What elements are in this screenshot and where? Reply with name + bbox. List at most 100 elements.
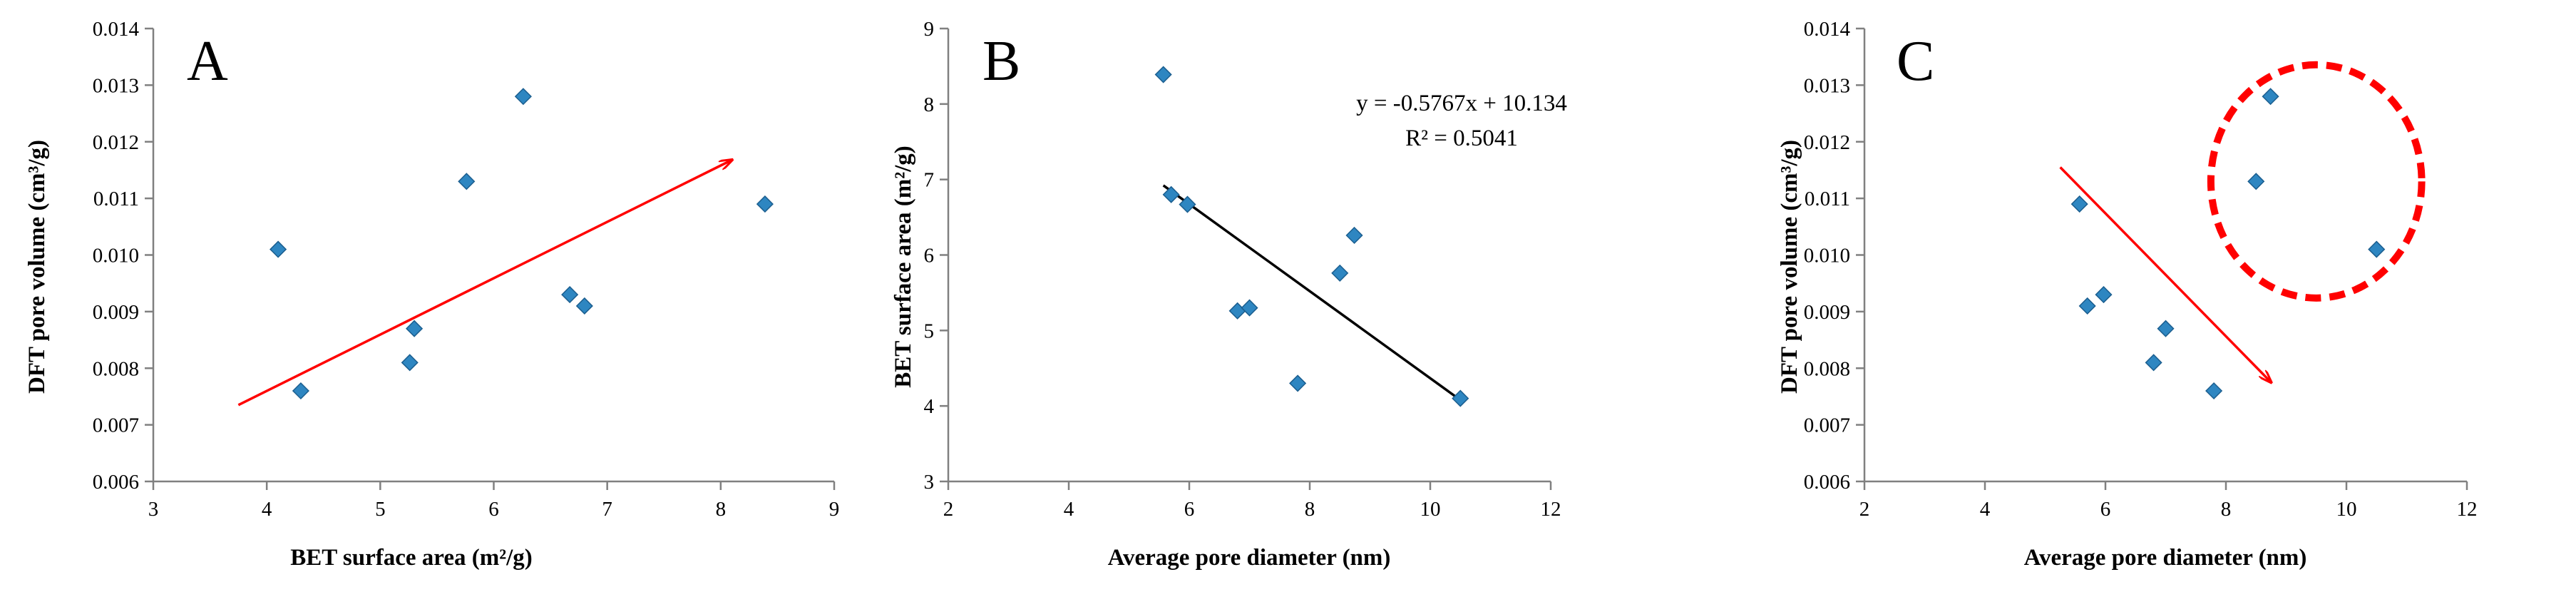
panel-c-x-tick-label: 12 bbox=[2457, 498, 2478, 521]
panel-b-x-tick-label: 6 bbox=[1184, 498, 1195, 521]
panel-a-x-tick-label: 5 bbox=[375, 498, 386, 521]
panel-c-data-point bbox=[2078, 297, 2096, 315]
panel-c-data-point bbox=[2095, 286, 2113, 304]
panel-c-x-tick-label: 6 bbox=[2100, 498, 2111, 521]
panel-a-x-axis-label: BET surface area (m²/g) bbox=[290, 545, 533, 571]
panel-c-x-tick-label: 2 bbox=[1859, 498, 1870, 521]
panel-a-data-point bbox=[270, 240, 287, 258]
panel-b-y-tick-label: 8 bbox=[924, 93, 935, 116]
panel-b-data-point bbox=[1345, 226, 1363, 245]
panel-a-y-axis-label: DFT pore volume (cm³/g) bbox=[24, 140, 50, 394]
panel-b-y-ticks: 3 4 5 6 7 8 9 bbox=[924, 18, 948, 494]
panel-b-x-tick-label: 4 bbox=[1064, 498, 1074, 521]
panel-a-data-point bbox=[575, 297, 593, 315]
panel-c-y-tick-label: 0.009 bbox=[1804, 301, 1850, 324]
panel-c-y-tick-label: 0.011 bbox=[1805, 188, 1850, 210]
trendline-equation: y = -0.5767x + 10.134 bbox=[1356, 91, 1567, 116]
panel-b-data-point bbox=[1228, 302, 1246, 320]
panel-c-x-ticks: 2 4 6 8 10 12 bbox=[1859, 481, 2478, 521]
panel-a-annotations bbox=[237, 160, 732, 407]
panel-a-data-point bbox=[401, 354, 419, 372]
panel-c-data-point bbox=[2205, 382, 2223, 400]
panel-c-y-axis-label: DFT pore volume (cm³/g) bbox=[1777, 140, 1802, 394]
panel-a-y-tick-label: 0.009 bbox=[93, 301, 139, 324]
panel-b-x-tick-label: 10 bbox=[1420, 498, 1441, 521]
panel-a-y-tick-label: 0.008 bbox=[93, 357, 139, 380]
panel-b-data-point bbox=[1241, 299, 1258, 317]
panel-b-points bbox=[1154, 66, 1469, 407]
panel-c-data-point bbox=[2145, 354, 2162, 372]
panel-b-y-tick-label: 3 bbox=[924, 471, 935, 494]
panel-a-x-tick-label: 6 bbox=[488, 498, 499, 521]
panel-b-y-axis-label: BET surface area (m²/g) bbox=[891, 146, 916, 388]
panel-c-y-ticks: 0.006 0.007 0.008 0.009 0.010 0.011 0.012 0.013… bbox=[1804, 18, 1864, 494]
panel-c-trend-arrow bbox=[2059, 166, 2272, 382]
panel-a-x-tick-label: 8 bbox=[716, 498, 727, 521]
panel-b-x-tick-label: 2 bbox=[943, 498, 954, 521]
panel-a-data-point bbox=[756, 195, 774, 213]
panel-c-y-tick-label: 0.010 bbox=[1804, 245, 1850, 267]
panel-a-x-tick-label: 3 bbox=[148, 498, 159, 521]
panel-b-y-tick-label: 5 bbox=[924, 320, 935, 342]
panel-c-x-tick-label: 10 bbox=[2336, 498, 2357, 521]
panel-a-data-point bbox=[561, 286, 579, 304]
panel-c-letter: C bbox=[1897, 30, 1934, 93]
panel-b-y-tick-label: 7 bbox=[924, 169, 935, 192]
panel-c-data-point bbox=[2247, 173, 2265, 190]
panel-a-data-point bbox=[514, 88, 532, 106]
panel-a-y-tick-label: 0.011 bbox=[93, 188, 139, 210]
panel-a-letter: A bbox=[187, 30, 228, 93]
panel-b-trendline bbox=[1162, 184, 1462, 402]
panel-b-y-tick-label: 4 bbox=[924, 395, 935, 418]
panel-b-x-tick-label: 8 bbox=[1305, 498, 1315, 521]
panel-a-trend-arrow bbox=[237, 160, 732, 407]
panel-a-x-tick-label: 9 bbox=[829, 498, 840, 521]
panel-b-data-point bbox=[1162, 185, 1180, 203]
panel-c-y-tick-label: 0.014 bbox=[1804, 18, 1851, 41]
panel-c-annotations bbox=[2059, 61, 2426, 382]
panel-c-x-axis-label: Average pore diameter (nm) bbox=[2024, 545, 2307, 571]
panel-a-y-tick-label: 0.012 bbox=[93, 131, 139, 154]
panel-a-x-tick-label: 7 bbox=[602, 498, 612, 521]
panel-b-y-tick-label: 9 bbox=[924, 18, 935, 41]
panel-c-chart: 2 4 6 8 10 12 0.0060.0070.0080.0090.0100.0110… bbox=[1777, 18, 2478, 571]
panel-b-data-point bbox=[1331, 264, 1349, 282]
panel-c-data-point bbox=[2157, 320, 2175, 337]
panel-a-y-tick-label: 0.010 bbox=[93, 245, 139, 267]
panel-c-outlier-circle bbox=[2207, 61, 2426, 302]
panel-c-y-tick-label: 0.007 bbox=[1804, 414, 1850, 437]
panel-c-x-tick-label: 8 bbox=[2221, 498, 2232, 521]
panel-b-x-tick-label: 12 bbox=[1541, 498, 1561, 521]
panel-c-y-tick-label: 0.012 bbox=[1804, 131, 1850, 154]
panel-b-x-axis-label: Average pore diameter (nm) bbox=[1108, 545, 1391, 571]
panel-a-y-tick-label: 0.014 bbox=[93, 18, 140, 41]
panel-b-y-tick-label: 6 bbox=[924, 245, 935, 267]
panel-a-x-tick-label: 4 bbox=[262, 498, 272, 521]
panel-a-points bbox=[270, 88, 774, 400]
panel-a-y-ticks: 0.006 0.007 0.008 0.009 0.010 0.011 0.012 0.013… bbox=[93, 18, 153, 494]
panel-b-data-point bbox=[1289, 374, 1307, 392]
panel-a-x-ticks: 3 4 5 6 7 8 9 bbox=[148, 481, 840, 521]
panel-a-data-point bbox=[406, 320, 424, 337]
panel-a-y-tick-label: 0.013 bbox=[93, 74, 139, 97]
panel-b-annotations bbox=[1162, 184, 1462, 402]
panel-b-chart: 2 4 6 8 10 12 3 4 5 6 7 8 9 B y = -0.5767x + 10.134… bbox=[891, 18, 1567, 571]
panel-a-y-tick-label: 0.006 bbox=[93, 471, 139, 494]
panel-b-data-point bbox=[1154, 66, 1172, 83]
panel-a-data-point bbox=[292, 382, 309, 400]
panel-a-axis-lines bbox=[152, 29, 834, 483]
panel-a-y-tick-label: 0.007 bbox=[93, 414, 139, 437]
panel-c-y-tick-label: 0.008 bbox=[1804, 357, 1850, 380]
panel-a-axes bbox=[152, 29, 834, 483]
panel-c-data-point bbox=[2070, 195, 2088, 213]
panel-c-data-point bbox=[2368, 240, 2386, 258]
panel-a-data-point bbox=[458, 173, 476, 190]
panel-b-data-point bbox=[1179, 195, 1196, 213]
trendline-r-squared: R² = 0.5041 bbox=[1405, 126, 1518, 151]
panel-b-x-ticks: 2 4 6 8 10 12 bbox=[943, 481, 1561, 521]
panel-c-y-tick-label: 0.006 bbox=[1804, 471, 1850, 494]
panel-c-data-point bbox=[2262, 88, 2279, 106]
panel-c-points bbox=[2070, 88, 2386, 400]
panel-c-y-tick-label: 0.013 bbox=[1804, 74, 1850, 97]
